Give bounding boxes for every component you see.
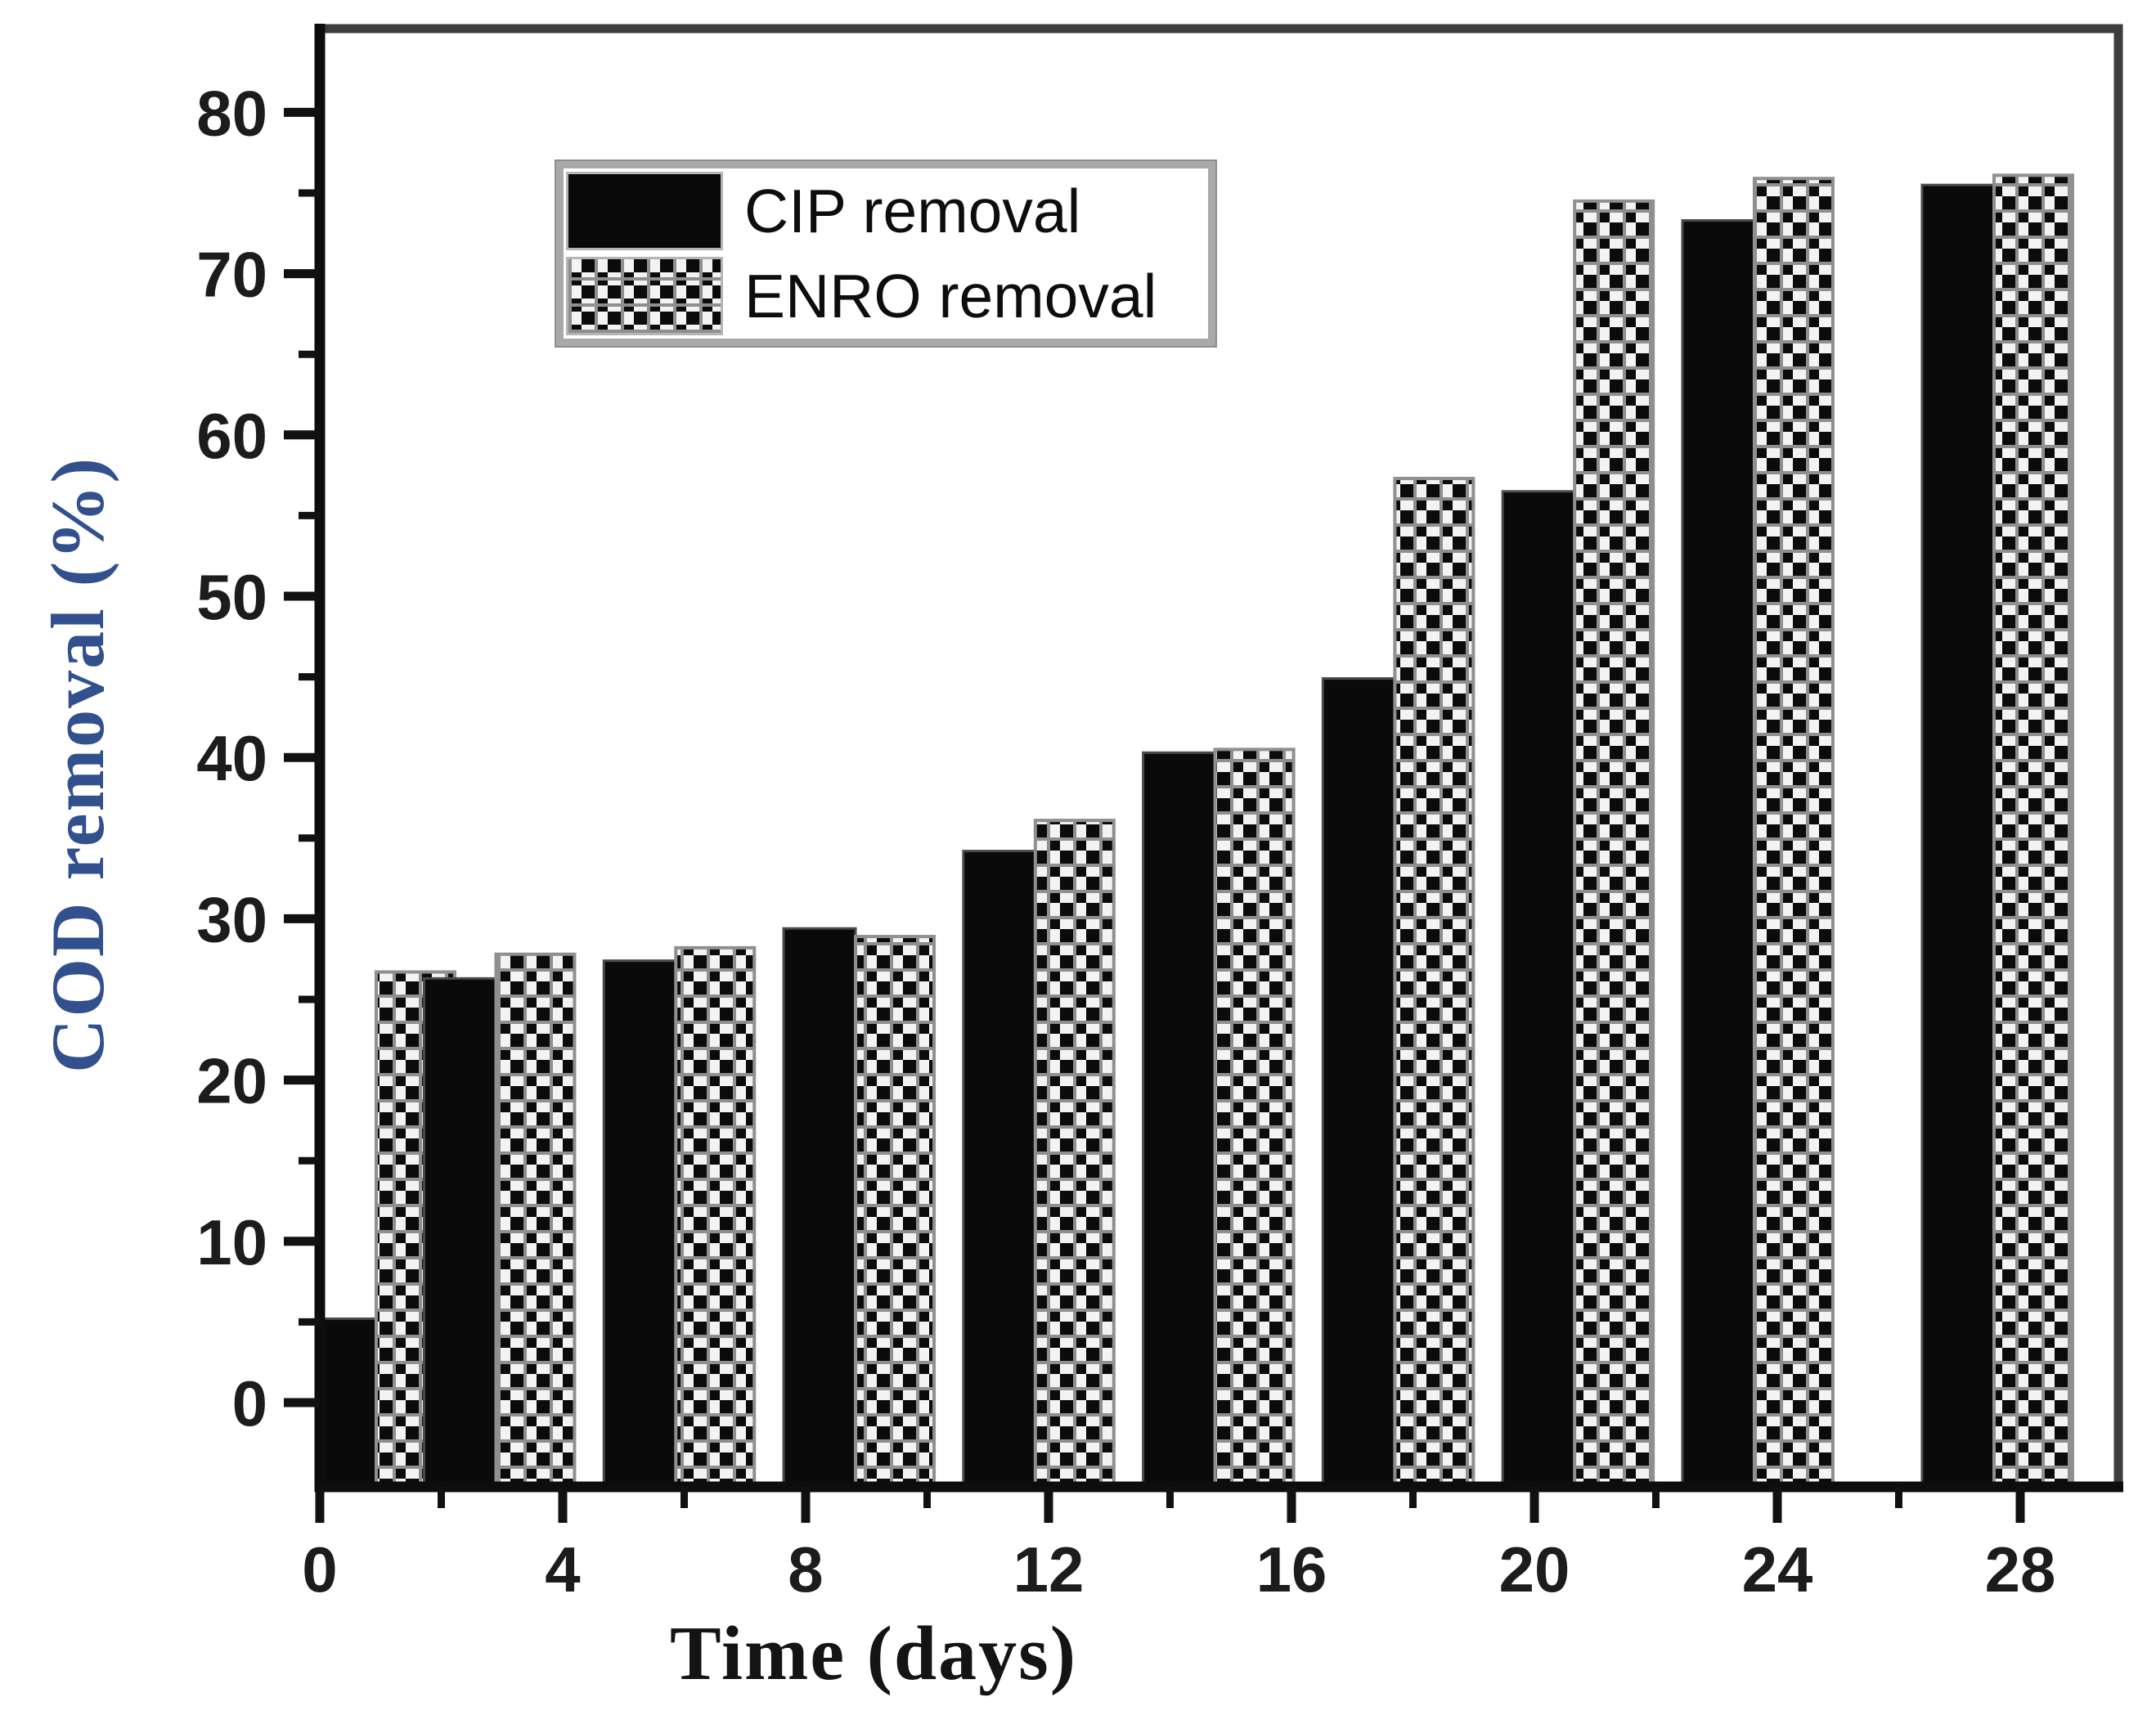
bar-enro-day-6 (674, 945, 757, 1487)
y-tick-label-30: 30 (196, 883, 267, 955)
bar-enro-day-3 (494, 952, 577, 1487)
bar-enro-day-18 (1393, 477, 1476, 1487)
y-tick-label-80: 80 (196, 77, 267, 149)
legend-item-enro: ENRO removal (566, 256, 1208, 336)
solid-black-swatch (566, 172, 723, 250)
bar-enro-day-12 (1033, 819, 1116, 1487)
checkered-swatch (566, 257, 723, 335)
x-tick-label-16: 16 (1256, 1533, 1327, 1605)
y-tick-label-60: 60 (196, 400, 267, 472)
y-tick-label-70: 70 (196, 239, 267, 311)
x-tick-label-20: 20 (1499, 1533, 1570, 1605)
x-tick-label-24: 24 (1742, 1533, 1813, 1605)
bar-enro-day-21 (1573, 199, 1655, 1487)
bars-group (320, 173, 2074, 1487)
bar-cip-day-18 (1321, 677, 1396, 1487)
x-tick-label-4: 4 (545, 1533, 580, 1605)
x-tick-label-12: 12 (1013, 1533, 1085, 1605)
bar-enro-day-24 (1752, 177, 1835, 1487)
bar-cip-day-21 (1501, 490, 1576, 1487)
bar-cip-day-9 (782, 927, 857, 1487)
legend-box: CIP removal ENRO removal (556, 161, 1215, 346)
bar-enro-day-15 (1213, 748, 1296, 1487)
bar-cip-day-15 (1142, 751, 1217, 1487)
x-tick-label-28: 28 (1985, 1533, 2056, 1605)
y-tick-label-20: 20 (196, 1045, 267, 1117)
x-axis-title: Time (days) (669, 1611, 1078, 1696)
y-tick-label-40: 40 (196, 722, 267, 794)
bar-cip-day-12 (962, 850, 1037, 1487)
y-tick-label-50: 50 (196, 561, 267, 633)
legend-label-enro: ENRO removal (744, 262, 1157, 330)
y-tick-label-10: 10 (196, 1206, 267, 1278)
bar-cip-day-28 (1920, 183, 1996, 1487)
bar-enro-day-28 (1992, 173, 2074, 1487)
x-tick-label-0: 0 (302, 1533, 337, 1605)
legend-item-cip: CIP removal (566, 171, 1208, 251)
bar-cip-day-24 (1681, 219, 1756, 1487)
y-tick-label-0: 0 (232, 1367, 267, 1439)
x-tick-label-8: 8 (788, 1533, 823, 1605)
bar-cip-day-6 (602, 959, 677, 1487)
bar-cip-day-3 (422, 976, 497, 1487)
legend-label-cip: CIP removal (744, 177, 1081, 245)
bar-enro-day-9 (854, 935, 937, 1487)
y-axis-title: COD removal (%) (36, 456, 119, 1073)
